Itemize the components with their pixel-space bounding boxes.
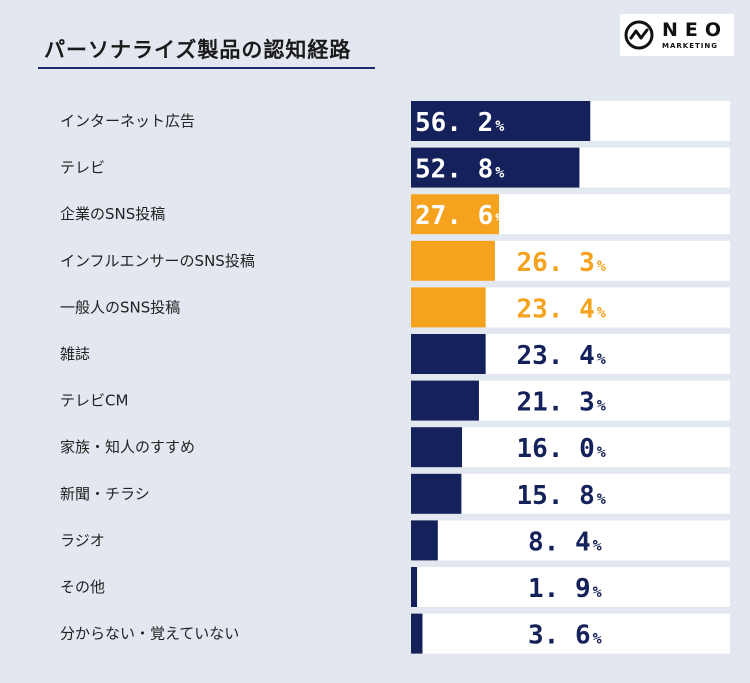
category-label: 企業のSNS投稿 bbox=[60, 205, 165, 223]
value-label: 27. 6% bbox=[415, 201, 504, 231]
bar bbox=[411, 380, 479, 421]
value-label: 1. 9% bbox=[528, 574, 602, 604]
category-label: インターネット広告 bbox=[60, 112, 195, 130]
category-label: テレビ bbox=[60, 159, 105, 177]
bar bbox=[411, 240, 495, 281]
value-label: 23. 4% bbox=[517, 294, 606, 324]
chart-title: パーソナライズ製品の認知経路 bbox=[44, 38, 352, 62]
category-label: インフルエンサーのSNS投稿 bbox=[60, 252, 255, 270]
category-label: 家族・知人のすすめ bbox=[60, 438, 195, 456]
bar-track bbox=[411, 567, 730, 607]
category-label: 一般人のSNS投稿 bbox=[60, 298, 180, 316]
category-label: ラジオ bbox=[60, 531, 105, 549]
category-label: 新聞・チラシ bbox=[60, 485, 150, 503]
value-label: 3. 6% bbox=[528, 621, 602, 651]
value-label: 15. 8% bbox=[517, 481, 606, 511]
title-underline bbox=[38, 67, 375, 69]
bar bbox=[411, 567, 418, 607]
bar bbox=[411, 334, 486, 374]
category-label: 分からない・覚えていない bbox=[60, 625, 239, 643]
bar bbox=[411, 613, 423, 654]
value-label: 23. 4% bbox=[517, 341, 606, 371]
value-label: 52. 8% bbox=[415, 155, 504, 185]
logo-name: NEO bbox=[662, 18, 729, 41]
value-label: 26. 3% bbox=[517, 248, 606, 278]
category-label: その他 bbox=[60, 578, 105, 596]
bar-track bbox=[411, 520, 730, 561]
bar bbox=[411, 287, 486, 328]
bar-track bbox=[411, 473, 730, 514]
bar bbox=[411, 520, 438, 561]
bar-track bbox=[411, 427, 730, 468]
bar-track bbox=[411, 613, 730, 654]
neo-marketing-logo: NEO MARKETING bbox=[620, 14, 734, 56]
value-label: 56. 2% bbox=[415, 108, 504, 138]
value-label: 16. 0% bbox=[517, 434, 606, 464]
bar bbox=[411, 147, 580, 188]
bar bbox=[411, 473, 462, 514]
logo-subtitle: MARKETING bbox=[662, 41, 718, 50]
value-label: 8. 4% bbox=[528, 527, 602, 557]
bar bbox=[411, 101, 591, 141]
bar bbox=[411, 194, 500, 235]
category-label: テレビCM bbox=[60, 392, 128, 410]
logo-mark-icon bbox=[624, 20, 654, 50]
bar bbox=[411, 427, 463, 468]
value-label: 21. 3% bbox=[517, 388, 606, 418]
category-label: 雑誌 bbox=[60, 345, 90, 363]
